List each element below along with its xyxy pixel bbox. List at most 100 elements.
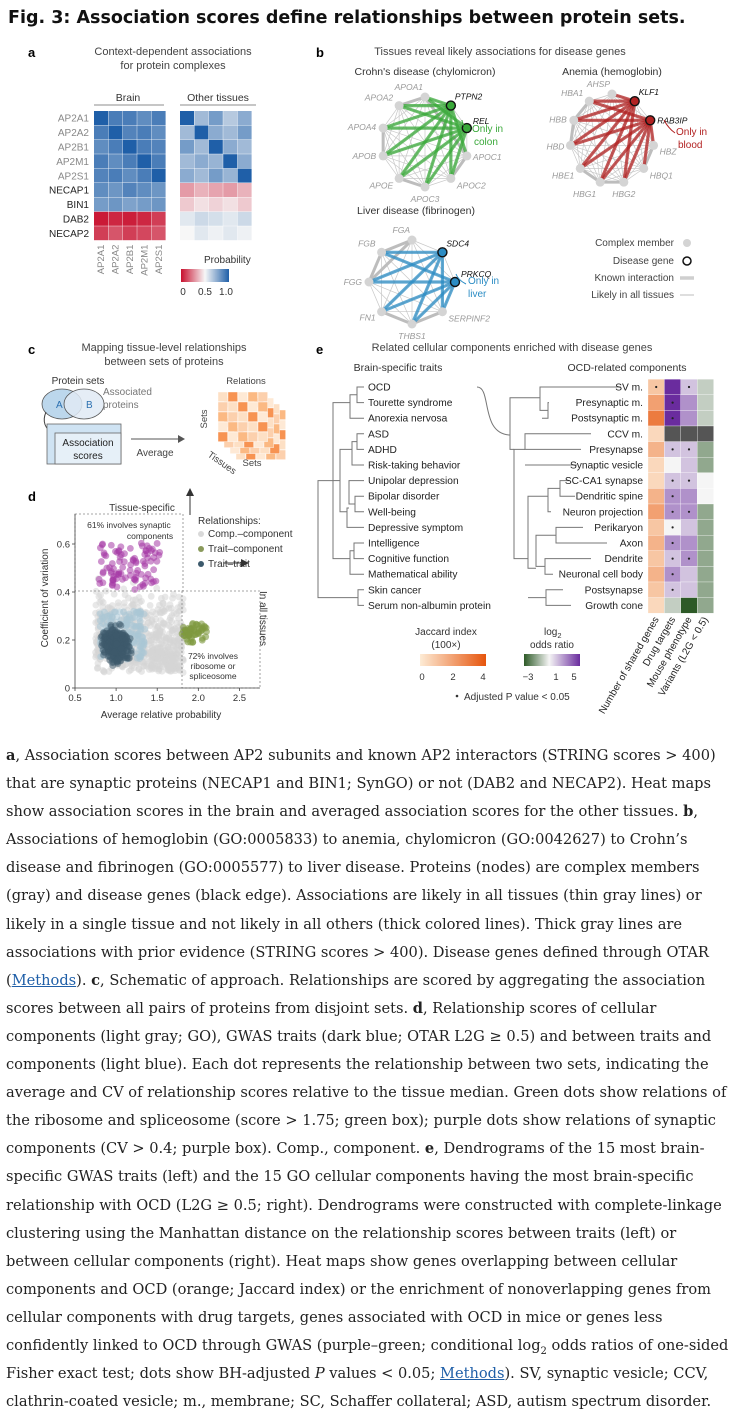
methods-link-2[interactable]: Methods	[440, 1365, 504, 1382]
relation-cell	[258, 392, 268, 402]
heat-cell	[180, 212, 194, 226]
associated-label-2: proteins	[103, 400, 139, 411]
relations-matrix	[218, 392, 286, 460]
other-label: Other tissues	[187, 92, 249, 104]
odds-cell	[697, 379, 713, 395]
heat-cell	[209, 226, 223, 240]
complex-member-node	[421, 183, 430, 192]
synaptic-point	[114, 571, 121, 578]
comp-comp-point	[171, 625, 178, 632]
odds-cell	[664, 457, 680, 473]
trait-trait-point	[107, 622, 114, 629]
relation-cell	[258, 412, 268, 422]
trait-comp-point	[97, 623, 104, 630]
average-arrowhead	[178, 435, 185, 443]
heat-cell	[123, 212, 137, 226]
legend-complex-member: Complex member	[595, 238, 675, 249]
heat-cell	[194, 169, 208, 183]
complex-member-node	[408, 236, 417, 245]
set-b-ellipse	[64, 389, 104, 419]
heat-cell	[123, 197, 137, 211]
heat-cell	[194, 212, 208, 226]
trait-comp-point	[132, 623, 139, 630]
legend-disease-gene: Disease gene	[613, 256, 675, 267]
figure-caption: a, Association scores between AP2 subuni…	[6, 742, 734, 1416]
component-label: CCV m.	[607, 429, 643, 440]
heat-cell	[94, 140, 108, 154]
panel-a-letter: a	[28, 45, 36, 60]
other-tissues-heatmap	[180, 111, 252, 240]
traits-dendrogram	[318, 387, 364, 605]
set-a-label: A	[56, 400, 63, 411]
complex-member-node	[395, 174, 404, 183]
legend-known-interaction: Known interaction	[595, 273, 675, 284]
average-label: Average	[136, 448, 174, 459]
trait-label: Unipolar depression	[368, 476, 459, 487]
component-label: Dendritic spine	[576, 492, 644, 503]
relation-cell	[248, 422, 258, 432]
relation-cell	[238, 402, 248, 412]
node-label: APOA4	[347, 122, 377, 132]
jaccard-cell	[648, 504, 664, 520]
synaptic-point	[118, 551, 125, 558]
odds-cell	[664, 598, 680, 614]
component-label: Neuron projection	[563, 507, 643, 518]
node-label: APOC3	[410, 194, 440, 204]
relation-cell	[258, 402, 268, 412]
heat-cell	[180, 169, 194, 183]
trait-trait-point	[119, 630, 126, 637]
panel-b: b Tissues reveal likely associations for…	[316, 45, 707, 341]
scatter-ylabel: Coefficient of variation	[40, 549, 51, 648]
heat-cell	[238, 140, 252, 154]
component-label: Axon	[620, 539, 643, 550]
heat-cell	[108, 111, 122, 125]
odds-cell	[681, 426, 697, 442]
legend-complex-member-dot	[683, 239, 691, 247]
col-label: AP2M1	[139, 245, 150, 276]
complex-member-node	[585, 97, 594, 106]
row-label: NECAP1	[49, 186, 89, 197]
methods-link-1[interactable]: Methods	[12, 972, 76, 989]
odds-cell	[697, 488, 713, 504]
complex-member-node	[395, 101, 404, 110]
association-label-2: scores	[73, 451, 102, 462]
node-label: RAB3IP	[657, 115, 688, 125]
legend-trait-trait-dot	[198, 561, 204, 567]
jaccard-cell	[648, 442, 664, 458]
complex-member-node	[438, 307, 447, 316]
liver-note-2: liver	[468, 289, 487, 300]
heat-cell	[108, 226, 122, 240]
heat-cell	[152, 111, 166, 125]
heat-cell	[238, 169, 252, 183]
comp-comp-point	[169, 595, 176, 602]
relation-cell	[238, 412, 248, 422]
odds-cell	[697, 566, 713, 582]
synaptic-point	[100, 579, 107, 586]
odds-cell	[681, 395, 697, 411]
heat-cell	[123, 226, 137, 240]
heat-cell	[94, 125, 108, 139]
heat-cell	[94, 183, 108, 197]
synaptic-point	[144, 550, 151, 557]
heat-cell	[238, 212, 252, 226]
set-b-label: B	[86, 400, 93, 411]
synaptic-point	[147, 575, 154, 582]
relations-label: Relations	[226, 376, 266, 387]
panel-a-title-2: for protein complexes	[120, 60, 226, 72]
figure-panels: a Context-dependent associations for pro…	[0, 34, 738, 734]
relation-cell	[248, 402, 258, 412]
panel-e: e Related cellular components enriched w…	[316, 342, 714, 716]
caption-c-letter: c	[91, 972, 100, 989]
legend-comp-comp-dot	[198, 531, 204, 537]
adjusted-p-dot	[456, 695, 459, 698]
x-tick-label: 1.0	[110, 693, 123, 704]
synaptic-note-2: components	[127, 531, 173, 541]
component-label: Presynaptic m.	[576, 398, 643, 409]
heat-cell	[152, 183, 166, 197]
heat-cell	[194, 111, 208, 125]
complex-member-node	[408, 320, 417, 329]
relation-cell	[238, 422, 248, 432]
complex-member-node	[365, 278, 374, 287]
jaccard-cell	[648, 457, 664, 473]
